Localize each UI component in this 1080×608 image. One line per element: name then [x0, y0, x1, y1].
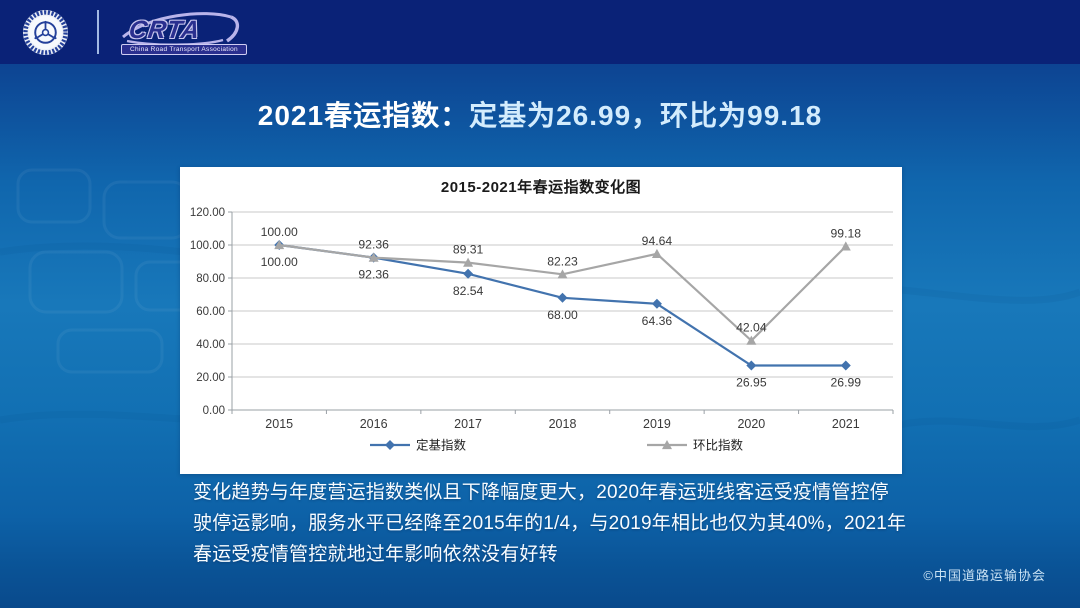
svg-text:99.18: 99.18 — [831, 226, 862, 240]
page-title-values: 定基为26.99，环比为99.18 — [469, 100, 823, 131]
page-title: 2021春运指数：定基为26.99，环比为99.18 — [0, 94, 1080, 134]
svg-text:94.64: 94.64 — [642, 234, 673, 248]
svg-text:2016: 2016 — [360, 417, 388, 431]
svg-text:92.36: 92.36 — [358, 268, 389, 282]
crta-logo-subtitle: China Road Transport Association — [121, 44, 247, 55]
svg-text:100.00: 100.00 — [190, 240, 225, 252]
svg-text:环比指数: 环比指数 — [693, 438, 744, 453]
svg-text:2019: 2019 — [643, 417, 671, 431]
svg-text:82.23: 82.23 — [547, 254, 578, 268]
svg-text:2018: 2018 — [549, 417, 577, 431]
svg-text:60.00: 60.00 — [196, 306, 225, 318]
copyright-text: ©中国道路运输协会 — [923, 568, 1046, 583]
svg-text:100.00: 100.00 — [261, 225, 298, 239]
logo-divider — [97, 10, 99, 54]
svg-text:2017: 2017 — [454, 417, 482, 431]
svg-text:40.00: 40.00 — [196, 339, 225, 351]
svg-text:定基指数: 定基指数 — [416, 438, 467, 453]
chart-title: 2015-2021年春运指数变化图 — [440, 179, 642, 196]
svg-text:82.54: 82.54 — [453, 284, 484, 298]
svg-text:68.00: 68.00 — [547, 308, 578, 322]
svg-text:2020: 2020 — [737, 417, 765, 431]
svg-text:2021: 2021 — [832, 417, 860, 431]
page-title-prefix: 2021春运指数： — [257, 100, 470, 131]
svg-text:80.00: 80.00 — [196, 273, 225, 285]
svg-text:120.00: 120.00 — [190, 207, 225, 219]
svg-text:100.00: 100.00 — [261, 255, 298, 269]
svg-text:2015: 2015 — [265, 417, 293, 431]
svg-text:0.00: 0.00 — [203, 405, 225, 417]
svg-text:42.04: 42.04 — [736, 321, 767, 335]
svg-text:89.31: 89.31 — [453, 243, 484, 257]
crta-logo: CRTA China Road Transport Association — [119, 7, 247, 57]
topbar: CRTA China Road Transport Association — [0, 0, 1080, 64]
svg-text:26.95: 26.95 — [736, 376, 767, 390]
svg-text:20.00: 20.00 — [196, 372, 225, 384]
svg-text:92.36: 92.36 — [358, 238, 389, 252]
line-chart: 0.00 20.00 40.00 60.00 80.00 100.00 120.00 2015… — [190, 207, 894, 453]
association-seal-logo — [22, 9, 69, 55]
summary-text: 变化趋势与年度营运指数类似且下降幅度更大，2020年春运班线客运受疫情管控停驶停… — [193, 482, 907, 565]
chart-panel: 2015-2021年春运指数变化图 0.00 20.00 40.00 60.00 80.… — [180, 167, 902, 474]
svg-text:26.99: 26.99 — [831, 375, 862, 389]
svg-text:64.36: 64.36 — [642, 314, 673, 328]
crta-logo-wordmark: CRTA — [127, 16, 203, 44]
